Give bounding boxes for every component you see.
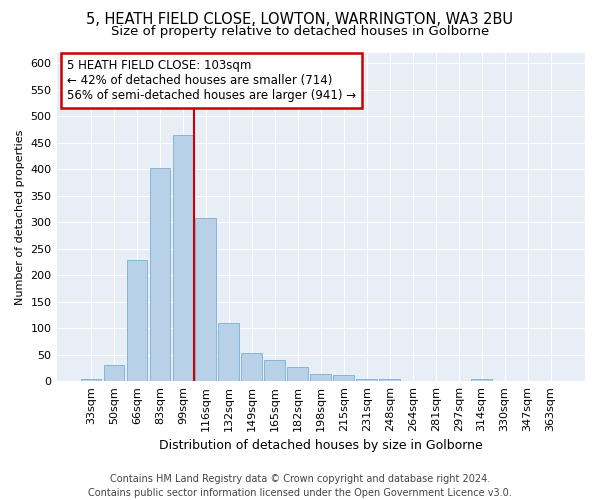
Text: 5, HEATH FIELD CLOSE, LOWTON, WARRINGTON, WA3 2BU: 5, HEATH FIELD CLOSE, LOWTON, WARRINGTON…: [86, 12, 514, 28]
Y-axis label: Number of detached properties: Number of detached properties: [15, 129, 25, 304]
Bar: [379, 378, 400, 381]
Bar: [356, 378, 377, 381]
Bar: [173, 134, 193, 381]
Bar: [127, 260, 147, 381]
Bar: [334, 376, 354, 381]
Bar: [196, 218, 216, 381]
Bar: [287, 367, 308, 381]
Bar: [218, 323, 239, 381]
Bar: [310, 374, 331, 381]
X-axis label: Distribution of detached houses by size in Golborne: Distribution of detached houses by size …: [159, 440, 482, 452]
Bar: [472, 378, 492, 381]
Bar: [241, 353, 262, 381]
Bar: [265, 360, 285, 381]
Bar: [149, 168, 170, 381]
Text: Contains HM Land Registry data © Crown copyright and database right 2024.
Contai: Contains HM Land Registry data © Crown c…: [88, 474, 512, 498]
Bar: [104, 366, 124, 381]
Text: 5 HEATH FIELD CLOSE: 103sqm
← 42% of detached houses are smaller (714)
56% of se: 5 HEATH FIELD CLOSE: 103sqm ← 42% of det…: [67, 59, 356, 102]
Text: Size of property relative to detached houses in Golborne: Size of property relative to detached ho…: [111, 25, 489, 38]
Bar: [80, 378, 101, 381]
